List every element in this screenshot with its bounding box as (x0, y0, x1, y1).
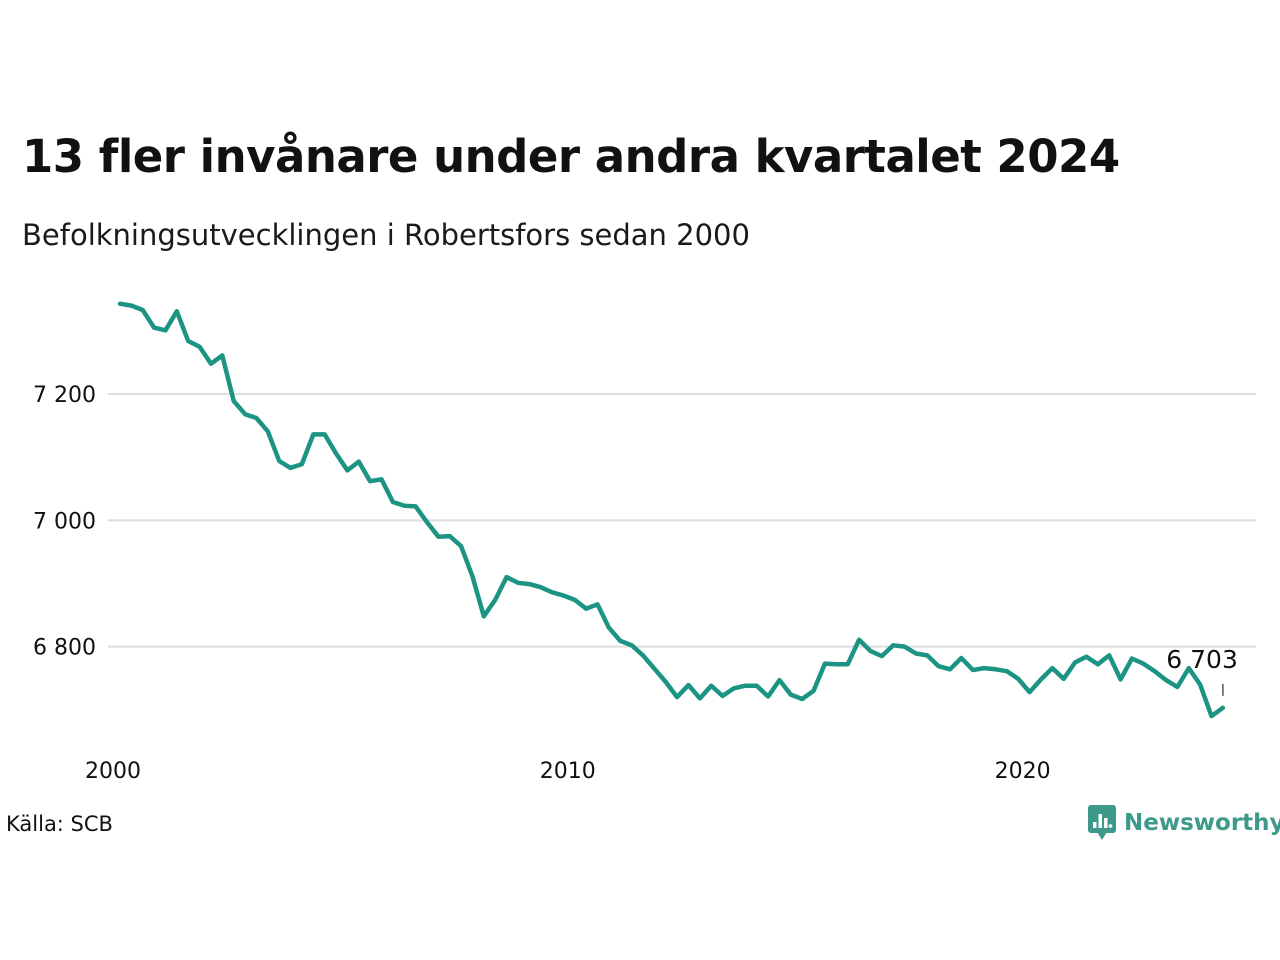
population-series-line (117, 301, 1226, 719)
newsworthy-logo[interactable]: Newsworthy (1088, 804, 1280, 842)
brand-name: Newsworthy (1124, 810, 1280, 836)
gridlines (108, 393, 1256, 648)
y-tick-label-7200: 7 200 (33, 383, 96, 408)
newsworthy-logo-icon (1088, 805, 1116, 840)
chart-subtitle: Befolkningsutvecklingen i Robertsfors se… (22, 218, 750, 252)
source-note: Källa: SCB (6, 812, 113, 836)
end-value-label: 6 703 (1166, 645, 1238, 674)
annotation-layer: 6 703 (1166, 645, 1238, 696)
x-tick-label-2000: 2000 (85, 759, 141, 784)
x-axis-tick-labels: 2000 2010 2020 (85, 759, 1051, 784)
x-tick-label-2020: 2020 (995, 759, 1051, 784)
y-axis-tick-labels: 6 800 7 000 7 200 (33, 383, 96, 661)
series-layer (117, 301, 1226, 719)
y-tick-label-7000: 7 000 (33, 509, 96, 534)
chart-title: 13 fler invånare under andra kvartalet 2… (22, 130, 1120, 183)
y-tick-label-6800: 6 800 (33, 636, 96, 661)
x-tick-label-2010: 2010 (540, 759, 596, 784)
